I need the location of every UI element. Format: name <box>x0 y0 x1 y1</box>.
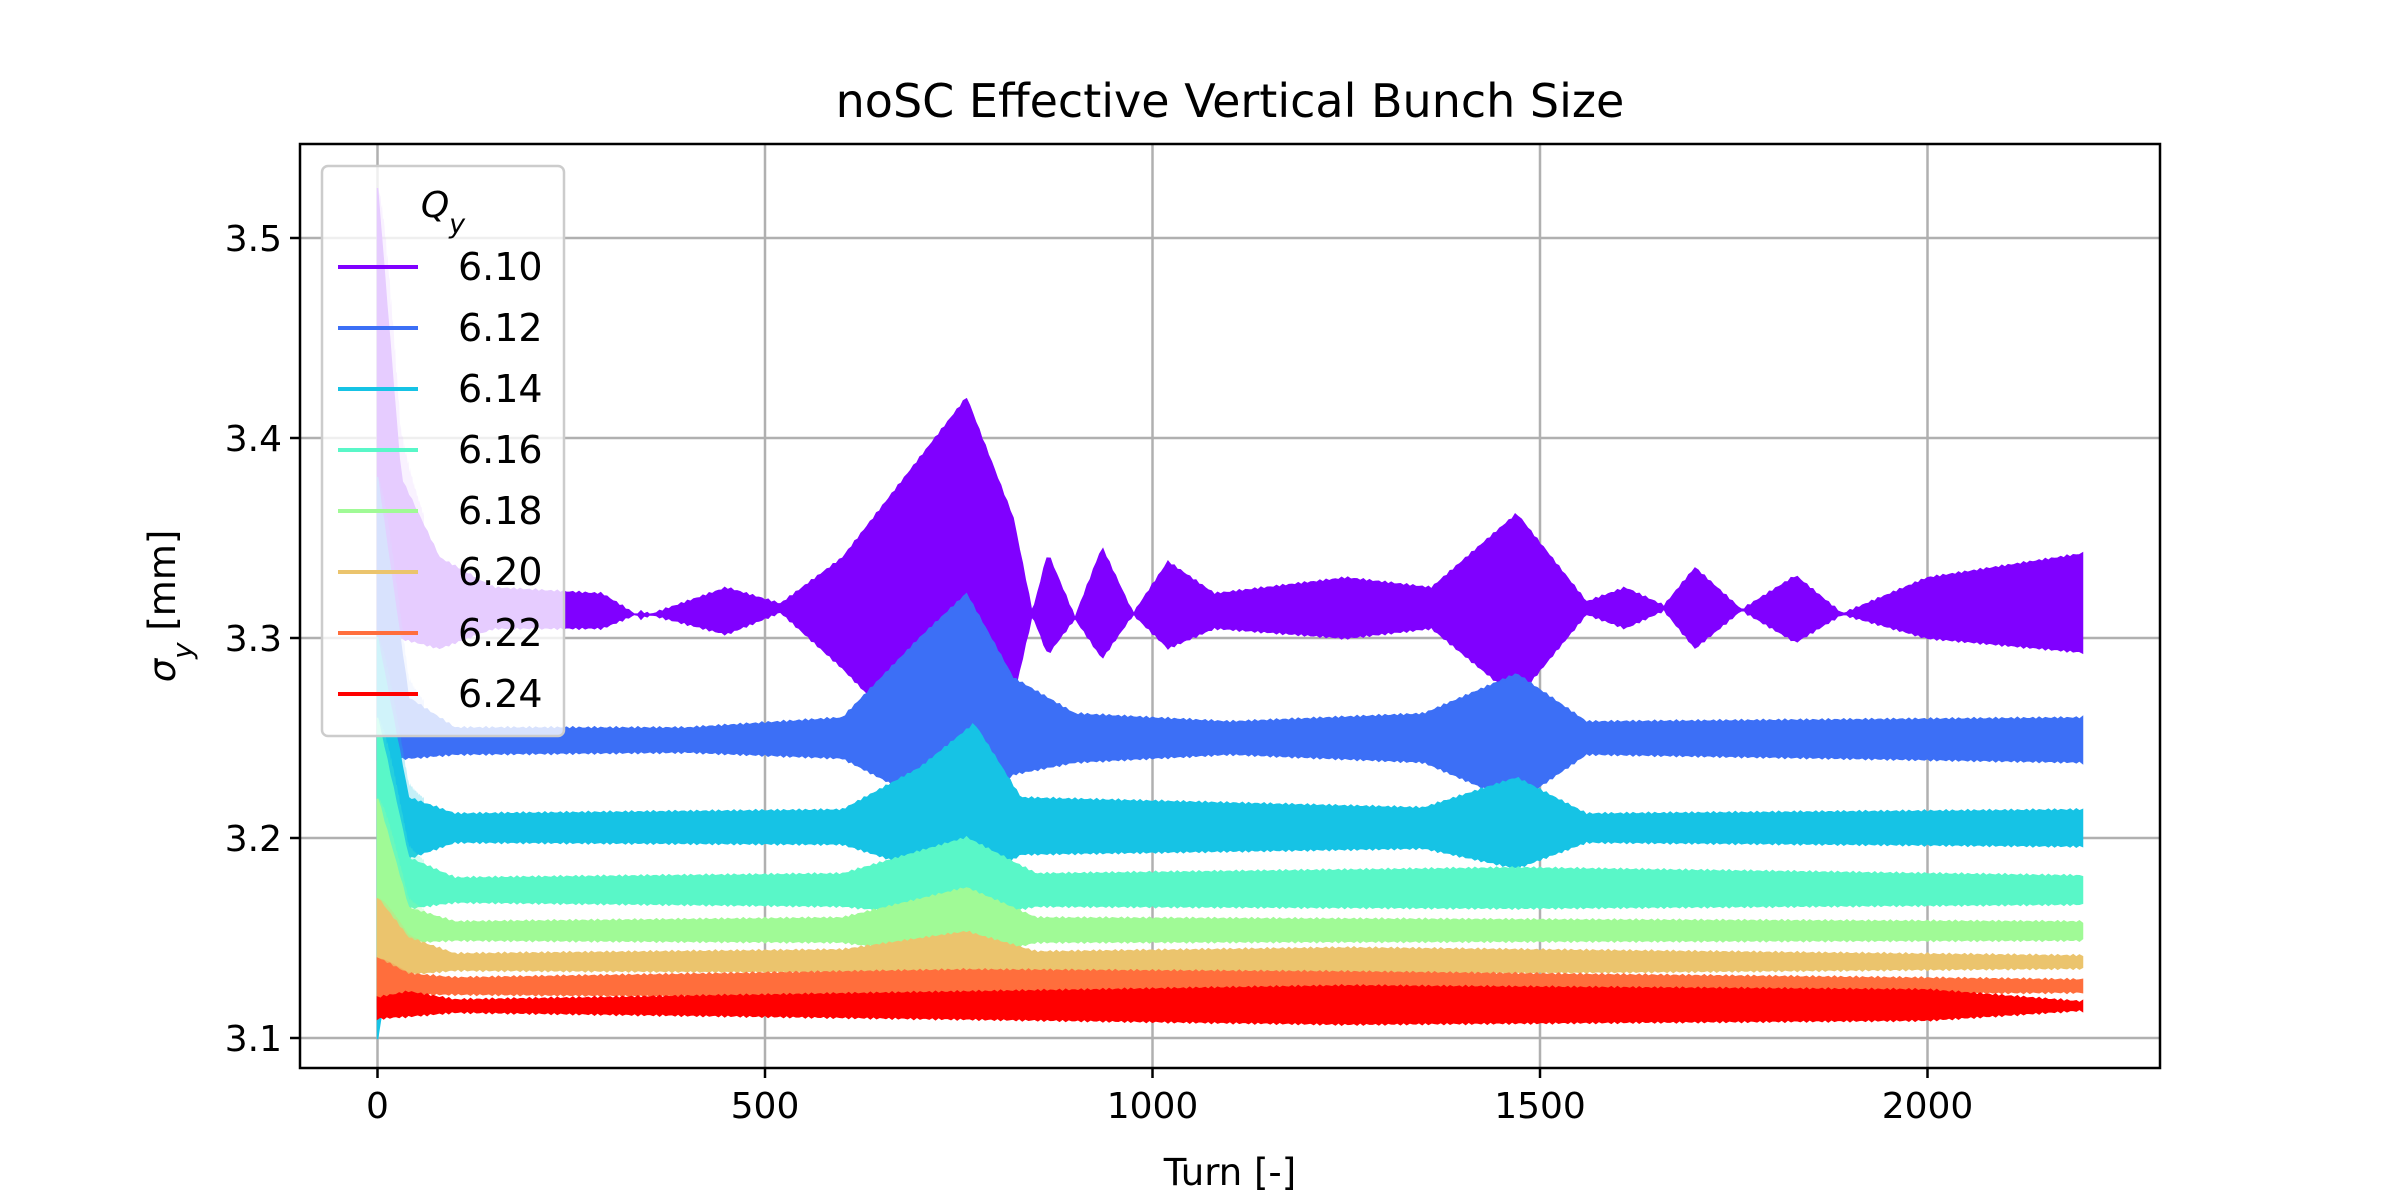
y-axis: 3.1 3.2 3.3 3.4 3.5 <box>225 219 300 1060</box>
x-tick-label: 1000 <box>1107 1086 1199 1127</box>
legend-label: 6.14 <box>458 367 543 411</box>
legend-label: 6.16 <box>458 428 543 472</box>
legend-label: 6.18 <box>458 489 543 533</box>
legend: Qy 6.10 6.12 6.14 6.16 6.18 6.20 6.22 6.24 <box>320 164 566 738</box>
y-tick-label: 3.5 <box>225 219 282 260</box>
chart-title: noSC Effective Vertical Bunch Size <box>836 74 1625 128</box>
legend-title: Qy <box>421 185 466 240</box>
plot-frame <box>298 142 2162 1070</box>
x-axis: 0 500 1000 1500 2000 <box>366 1068 1973 1127</box>
legend-label: 6.10 <box>458 245 543 289</box>
x-tick-label: 0 <box>366 1086 389 1127</box>
series-band <box>376 983 2084 1027</box>
legend-label: 6.22 <box>458 611 543 655</box>
legend-label: 6.24 <box>458 672 543 716</box>
series-6.24 <box>376 983 2084 1027</box>
legend-box <box>320 164 566 738</box>
y-tick-label: 3.3 <box>225 619 282 660</box>
y-tick-label: 3.2 <box>225 819 282 860</box>
y-tick-label: 3.1 <box>225 1019 282 1060</box>
y-tick-label: 3.4 <box>225 419 282 460</box>
x-tick-label: 500 <box>731 1086 800 1127</box>
legend-label: 6.20 <box>458 550 543 594</box>
y-axis-label: σy [mm] <box>141 530 199 683</box>
x-tick-label: 1500 <box>1494 1086 1586 1127</box>
legend-label: 6.12 <box>458 306 543 350</box>
x-axis-label: Turn [-] <box>1163 1151 1296 1194</box>
x-tick-label: 2000 <box>1882 1086 1974 1127</box>
